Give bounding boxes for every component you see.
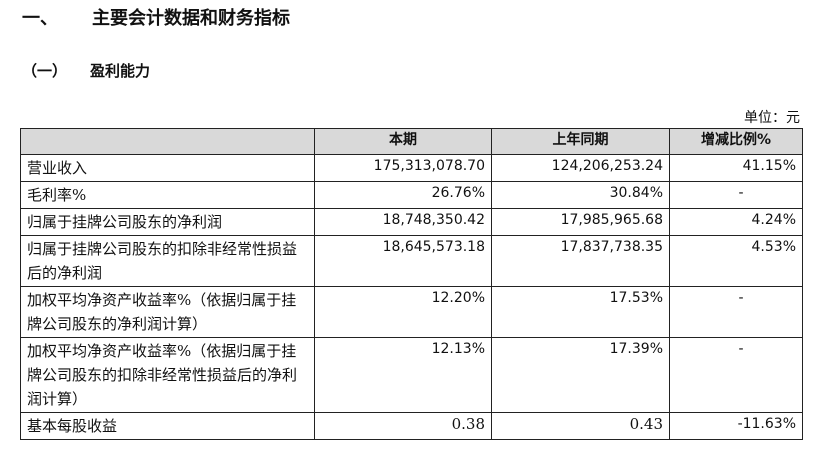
row-label: 加权平均净资产收益率%（依据归属于挂牌公司股东的扣除非经常性损益后的净利润计算） xyxy=(20,337,315,413)
row-label: 基本每股收益 xyxy=(20,412,315,440)
row-change: - xyxy=(669,181,803,209)
table-row: 加权平均净资产收益率%（依据归属于挂牌公司股东的扣除非经常性损益后的净利润计算）… xyxy=(20,337,803,413)
table-row: 基本每股收益 0.38 0.43 -11.63% xyxy=(20,412,803,440)
row-label: 加权平均净资产收益率%（依据归属于挂牌公司股东的净利润计算） xyxy=(20,286,315,338)
row-previous: 17,837,738.35 xyxy=(491,235,670,287)
header-previous: 上年同期 xyxy=(491,128,670,155)
row-current: 18,645,573.18 xyxy=(314,235,492,287)
table-header-row: 本期 上年同期 增减比例% xyxy=(20,128,803,155)
table-row: 加权平均净资产收益率%（依据归属于挂牌公司股东的净利润计算） 12.20% 17… xyxy=(20,286,803,338)
profitability-table: 本期 上年同期 增减比例% 营业收入 175,313,078.70 124,20… xyxy=(20,128,803,440)
unit-label: 单位：元 xyxy=(744,110,800,126)
row-current: 12.20% xyxy=(314,286,492,338)
row-current: 26.76% xyxy=(314,181,492,209)
row-change: 41.15% xyxy=(669,154,803,182)
section-heading: 一、 主要会计数据和财务指标 xyxy=(22,4,290,30)
subsection-title: 盈利能力 xyxy=(90,62,151,80)
row-change: - xyxy=(669,337,803,413)
row-label: 归属于挂牌公司股东的扣除非经常性损益后的净利润 xyxy=(20,235,315,287)
row-current: 18,748,350.42 xyxy=(314,208,492,236)
section-number: 一、 xyxy=(22,8,58,29)
row-previous: 17.53% xyxy=(491,286,670,338)
row-label: 毛利率% xyxy=(20,181,315,209)
subsection-heading: （一） 盈利能力 xyxy=(22,60,150,81)
header-change: 增减比例% xyxy=(669,128,803,155)
subsection-number: （一） xyxy=(22,62,68,80)
row-label: 营业收入 xyxy=(20,154,315,182)
table-row: 归属于挂牌公司股东的净利润 18,748,350.42 17,985,965.6… xyxy=(20,208,803,236)
row-previous: 17,985,965.68 xyxy=(491,208,670,236)
row-previous: 0.43 xyxy=(491,412,670,440)
row-label: 归属于挂牌公司股东的净利润 xyxy=(20,208,315,236)
section-title: 主要会计数据和财务指标 xyxy=(92,8,290,29)
row-current: 175,313,078.70 xyxy=(314,154,492,182)
table-row: 营业收入 175,313,078.70 124,206,253.24 41.15… xyxy=(20,154,803,182)
row-change: 4.24% xyxy=(669,208,803,236)
header-item xyxy=(20,128,315,155)
row-previous: 30.84% xyxy=(491,181,670,209)
row-change: -11.63% xyxy=(669,412,803,440)
header-current: 本期 xyxy=(314,128,492,155)
row-current: 0.38 xyxy=(314,412,492,440)
row-change: - xyxy=(669,286,803,338)
row-previous: 124,206,253.24 xyxy=(491,154,670,182)
row-current: 12.13% xyxy=(314,337,492,413)
row-previous: 17.39% xyxy=(491,337,670,413)
row-change: 4.53% xyxy=(669,235,803,287)
table-row: 归属于挂牌公司股东的扣除非经常性损益后的净利润 18,645,573.18 17… xyxy=(20,235,803,287)
table-row: 毛利率% 26.76% 30.84% - xyxy=(20,181,803,209)
